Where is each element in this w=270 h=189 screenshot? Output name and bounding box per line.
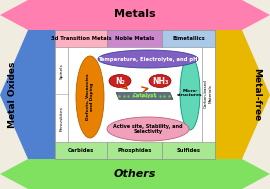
Ellipse shape [98, 50, 198, 68]
Text: Carbides: Carbides [68, 148, 94, 153]
Text: NH₃: NH₃ [152, 77, 168, 85]
Text: Bimetallics: Bimetallics [172, 36, 205, 41]
Ellipse shape [107, 117, 189, 141]
Ellipse shape [109, 74, 131, 88]
Text: Noble Metals: Noble Metals [115, 36, 154, 41]
Polygon shape [215, 30, 242, 159]
Ellipse shape [180, 56, 200, 130]
Polygon shape [0, 30, 28, 159]
Text: Perovskites: Perovskites [59, 107, 63, 131]
Text: Metals: Metals [114, 9, 156, 19]
Polygon shape [0, 159, 270, 189]
Text: Catalyst: Catalyst [133, 94, 157, 98]
Text: Micro-
structures: Micro- structures [177, 89, 203, 97]
Text: Defects, Vacancies
and Doping: Defects, Vacancies and Doping [86, 74, 94, 120]
Text: Metal Oxides: Metal Oxides [8, 62, 18, 128]
Text: Metal-free: Metal-free [252, 68, 262, 122]
Text: N₂: N₂ [115, 77, 125, 85]
Text: Sulfides: Sulfides [177, 148, 201, 153]
Bar [55, 30, 215, 159]
Polygon shape [242, 30, 270, 159]
Bar [55, 142, 107, 159]
Text: Others: Others [114, 169, 156, 179]
Text: Temperature, Electrolyte, and pH: Temperature, Electrolyte, and pH [98, 57, 198, 61]
Text: Carbon-based
Materials: Carbon-based Materials [204, 80, 212, 108]
Text: Active site, Stability, and
Selectivity: Active site, Stability, and Selectivity [113, 124, 183, 134]
Bar [162, 142, 215, 159]
Bar [55, 30, 107, 47]
Bar [107, 142, 162, 159]
Ellipse shape [76, 56, 104, 138]
Bar [107, 30, 162, 47]
Text: 3d Transition Metals: 3d Transition Metals [51, 36, 111, 41]
Text: Phosphides: Phosphides [117, 148, 152, 153]
Polygon shape [116, 92, 173, 99]
Text: Spinels: Spinels [59, 63, 63, 79]
Ellipse shape [149, 74, 171, 88]
Bar [162, 30, 215, 47]
Polygon shape [28, 30, 55, 159]
Polygon shape [0, 0, 270, 30]
